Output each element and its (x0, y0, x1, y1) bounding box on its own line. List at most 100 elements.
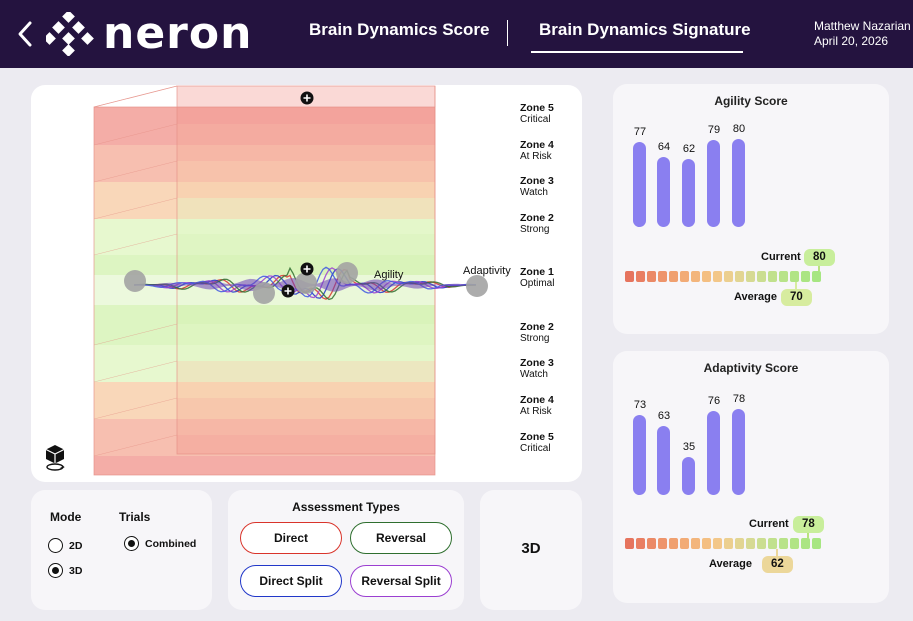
mode-3d-radio[interactable]: 3D (48, 563, 82, 578)
zone-band-back (177, 361, 435, 398)
average-pointer (795, 282, 797, 289)
zone-band (94, 107, 435, 145)
signal-node (295, 272, 317, 294)
radio-circle-selected (124, 536, 139, 551)
app-header: neron Brain Dynamics Score Brain Dynamic… (0, 0, 913, 68)
mode-trials-panel: Mode Trials 2D 3D Combined (31, 490, 212, 610)
scale-segment (746, 538, 755, 549)
zone-status: Critical (520, 114, 551, 125)
direct-button[interactable]: Direct (240, 522, 342, 554)
zone-status: Strong (520, 333, 550, 344)
score-bar (633, 414, 646, 495)
current-pointer (807, 533, 809, 538)
zone-edge (93, 160, 178, 183)
tab-brain-dynamics-signature[interactable]: Brain Dynamics Signature (539, 20, 751, 39)
zone-status: Watch (520, 369, 548, 380)
zone-edge (93, 123, 178, 146)
zone-edge (93, 360, 178, 383)
view-3d-label[interactable]: 3D (521, 540, 541, 557)
signature-3d-chart[interactable] (31, 85, 582, 482)
add-marker-icon (300, 91, 314, 105)
score-bar-value: 63 (657, 409, 671, 422)
scale-segment (702, 538, 711, 549)
agility-score-title: Agility Score (714, 94, 788, 108)
zone-edge (93, 397, 178, 420)
signal-node (124, 270, 146, 292)
score-bar-value: 80 (732, 123, 746, 135)
current-label: Current (761, 251, 801, 263)
zone-edge (93, 323, 178, 346)
zone-status: Strong (520, 224, 550, 235)
reversal-split-button[interactable]: Reversal Split (350, 565, 452, 597)
assessment-types-panel: Assessment Types Direct Reversal Direct … (228, 490, 464, 610)
scale-segment (757, 538, 766, 549)
zone-name: Zone 2 (520, 321, 554, 333)
zone-band-back (177, 124, 435, 161)
current-score-pill: 78 (793, 516, 824, 533)
direct-split-button[interactable]: Direct Split (240, 565, 342, 597)
box-frame (93, 85, 436, 476)
zone-label: Zone 2 Strong (520, 212, 554, 236)
reversal-button[interactable]: Reversal (350, 522, 452, 554)
zone-name: Zone 5 (520, 431, 554, 443)
radio-label: 3D (69, 564, 83, 577)
signal-node (253, 282, 275, 304)
view-toggle-panel[interactable]: 3D (480, 490, 582, 610)
scale-segment (724, 271, 733, 282)
zone-label: Zone 5 Critical (520, 431, 554, 455)
zone-band-back (177, 435, 435, 454)
scale-segment (647, 271, 656, 282)
zone-color-scale (625, 538, 821, 549)
zone-band-back (177, 324, 435, 361)
zone-layers (93, 85, 435, 475)
average-label: Average (734, 291, 778, 303)
mode-title: Mode (50, 510, 82, 524)
scale-segment (636, 538, 645, 549)
scale-segment (658, 271, 667, 282)
current-pointer (818, 266, 820, 271)
scale-segment (625, 271, 634, 282)
zone-name: Zone 4 (520, 394, 554, 406)
adaptivity-axis-label: Adaptivity (463, 265, 511, 277)
signal-node (336, 262, 358, 284)
score-bar (657, 425, 670, 495)
box-edge (93, 85, 178, 108)
rotate-cube-icon[interactable] (44, 443, 66, 473)
scale-segment (801, 538, 810, 549)
score-bar-value: 76 (707, 395, 721, 408)
scale-segment (669, 538, 678, 549)
scale-segment (625, 538, 634, 549)
trials-title: Trials (119, 510, 151, 524)
scale-segment (735, 271, 744, 282)
score-bar (657, 156, 670, 227)
score-bar-value: 62 (682, 142, 696, 155)
zone-edge (93, 233, 178, 256)
signature-chart-panel[interactable]: Zone 5 Critical Zone 4 At Risk Zone 3 Watch Zo… (31, 85, 582, 482)
back-face (176, 85, 436, 455)
zone-status: At Risk (520, 406, 552, 417)
back-arrow-icon[interactable] (14, 20, 36, 48)
zone-band (94, 145, 435, 182)
mode-2d-radio[interactable]: 2D (48, 538, 82, 553)
add-marker-icon (281, 284, 295, 298)
tab-brain-dynamics-score[interactable]: Brain Dynamics Score (309, 20, 490, 39)
score-bar-value: 73 (633, 398, 647, 411)
agility-axis-label: Agility (374, 269, 404, 281)
score-bar-value: 64 (657, 140, 671, 153)
average-score-pill: 70 (781, 289, 812, 306)
agility-score-panel: Agility Score 77 64 62 79 80 Current 80 Average… (613, 84, 889, 334)
scale-segment (680, 538, 689, 549)
score-bar (682, 456, 695, 495)
neron-logo-icon (46, 12, 94, 56)
current-label: Current (749, 518, 789, 530)
zone-name: Zone 3 (520, 175, 554, 187)
scale-segment (724, 538, 733, 549)
zone-name: Zone 2 (520, 212, 554, 224)
add-marker-icon (300, 262, 314, 276)
scale-segment (812, 538, 821, 549)
scale-segment (790, 271, 799, 282)
zone-band (94, 456, 435, 475)
tab-separator (507, 20, 508, 46)
zone-edge (93, 434, 178, 457)
trials-combined-radio[interactable]: Combined (124, 536, 196, 551)
